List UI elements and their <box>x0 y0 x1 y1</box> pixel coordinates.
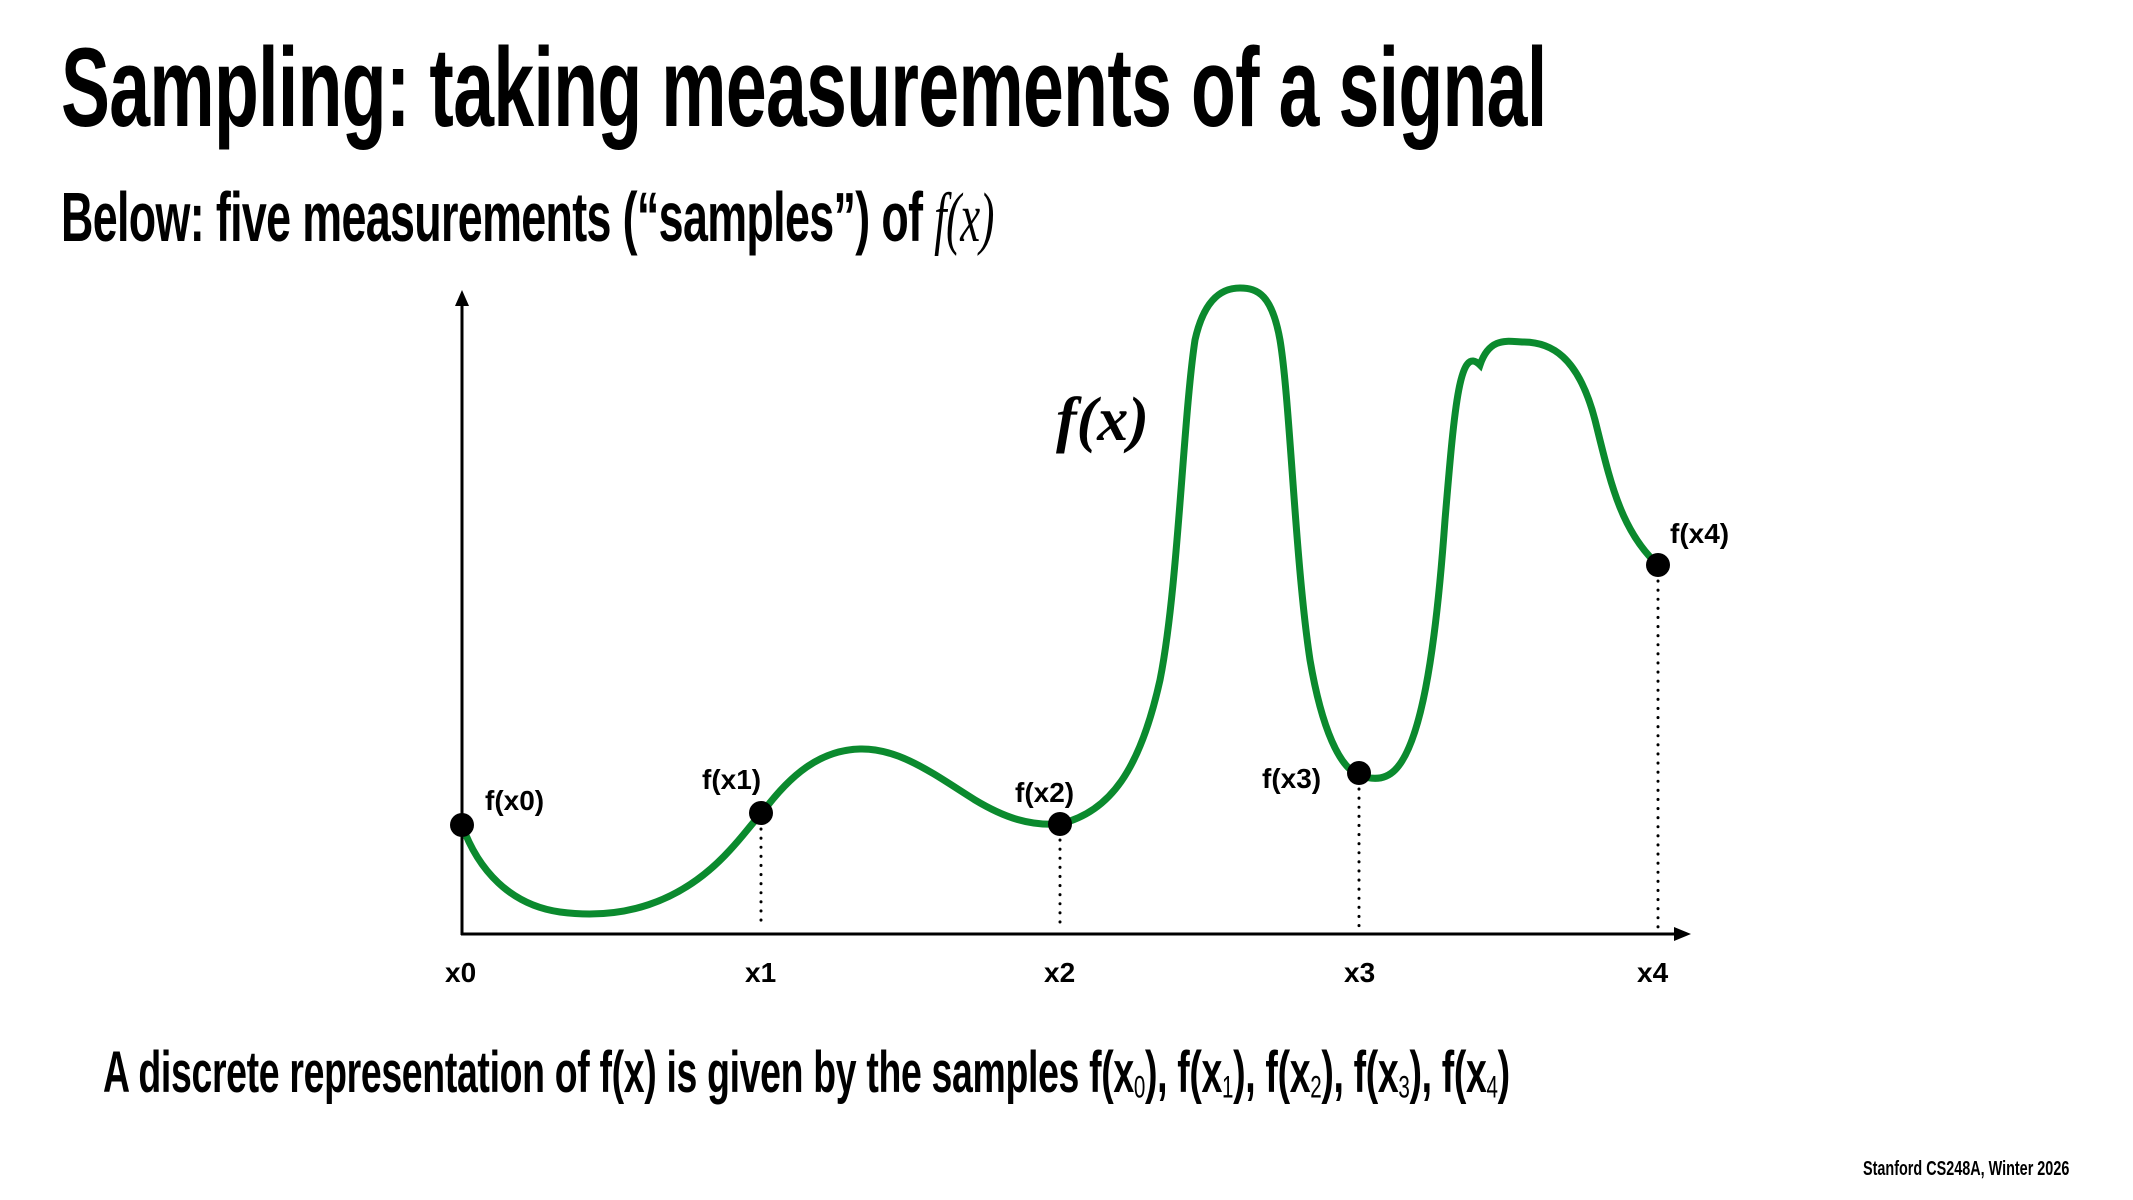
sample-dot-x2 <box>1048 812 1072 836</box>
sample-labels: f(x0) f(x1) f(x2) f(x3) f(x4) <box>485 518 1729 816</box>
sample-label-x3: f(x3) <box>1262 763 1321 794</box>
caption-sample-list: f(x0), f(x1), f(x2), f(x3), f(x4) <box>1089 1040 1510 1105</box>
x-tick-x4: x4 <box>1637 957 1669 988</box>
curve-label-fx: f(x) <box>1056 386 1149 454</box>
subtitle-text: Below: five measurements (“samples”) of <box>61 178 935 256</box>
sample-dot-x4 <box>1646 553 1670 577</box>
x-tick-x1: x1 <box>745 957 776 988</box>
caption-sample-3: f(x3), <box>1353 1040 1442 1105</box>
sample-label-x4: f(x4) <box>1670 518 1729 549</box>
x-axis-arrow-icon <box>1674 927 1691 941</box>
slide-title: Sampling: taking measurements of a signa… <box>61 25 1547 150</box>
caption-sample-0: f(x0), <box>1089 1040 1178 1105</box>
sample-dot-x1 <box>749 801 773 825</box>
caption-sample-4: f(x4) <box>1441 1040 1510 1105</box>
sample-dot-x3 <box>1347 761 1371 785</box>
x-tick-labels: x0 x1 x2 x3 x4 <box>445 957 1669 988</box>
caption-text: A discrete representation of f(x) is giv… <box>103 1040 1090 1105</box>
course-footer: Stanford CS248A, Winter 2026 <box>1863 1158 2070 1180</box>
x-tick-x0: x0 <box>445 957 476 988</box>
x-tick-x2: x2 <box>1044 957 1075 988</box>
y-axis-arrow-icon <box>455 290 469 306</box>
x-axis <box>461 927 1691 941</box>
sample-label-x1: f(x1) <box>702 764 761 795</box>
x-tick-x3: x3 <box>1344 957 1375 988</box>
sample-label-x2: f(x2) <box>1015 777 1074 808</box>
caption-sample-2: f(x2), <box>1265 1040 1354 1105</box>
sample-droplines <box>759 579 1660 930</box>
caption: A discrete representation of f(x) is giv… <box>103 1044 1510 1116</box>
sample-label-x0: f(x0) <box>485 785 544 816</box>
caption-sample-1: f(x1), <box>1177 1040 1266 1105</box>
sample-points <box>450 553 1670 837</box>
slide-subtitle: Below: five measurements (“samples”) of … <box>61 182 994 254</box>
sample-dot-x0 <box>450 813 474 837</box>
subtitle-math-fx: f(x) <box>934 180 994 257</box>
